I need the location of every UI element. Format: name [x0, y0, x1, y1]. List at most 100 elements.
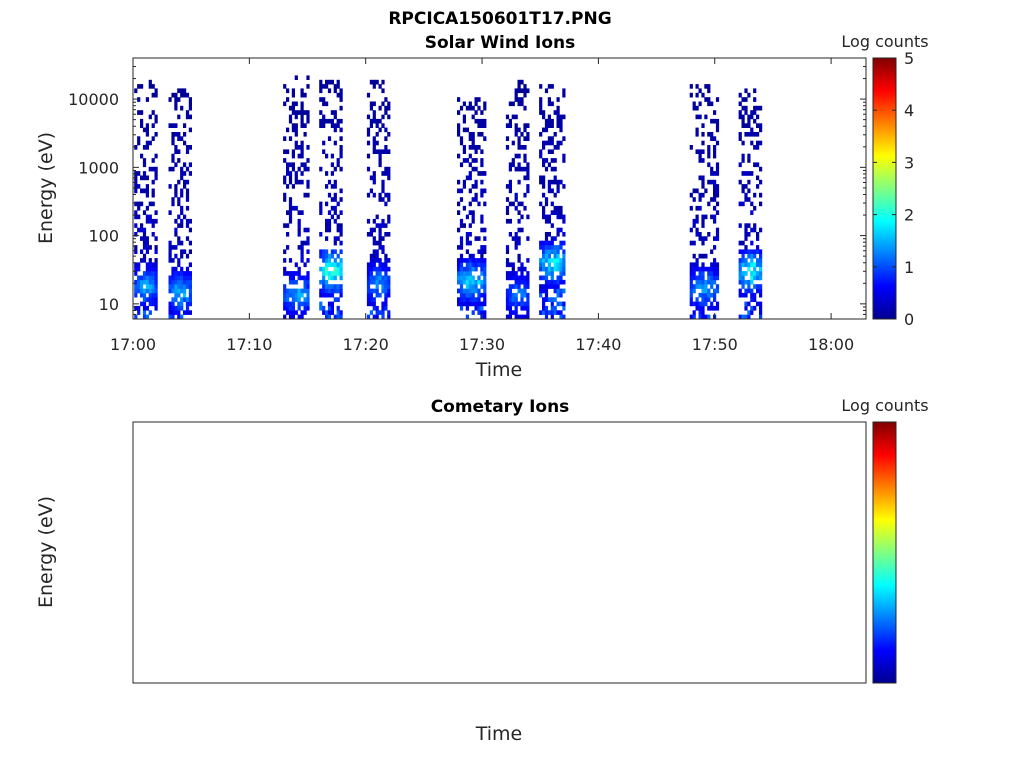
heatmap-cell: [713, 262, 717, 268]
heatmap-cell: [511, 292, 515, 298]
heatmap-cell: [148, 114, 152, 120]
heatmap-cell: [375, 79, 379, 85]
heatmap-cell: [168, 288, 172, 294]
heatmap-cell: [378, 266, 382, 272]
heatmap-cell: [148, 140, 152, 146]
heatmap-cell: [387, 132, 391, 137]
heatmap-cell: [753, 266, 757, 272]
heatmap-cell: [747, 253, 751, 259]
heatmap-cell: [462, 205, 466, 211]
heatmap-cell: [465, 279, 469, 285]
heatmap-cell: [303, 310, 307, 315]
heatmap-cell: [511, 201, 515, 207]
heatmap-cell: [514, 132, 518, 137]
heatmap-cell: [698, 197, 702, 202]
heatmap-cell: [544, 253, 549, 259]
heatmap-cell: [523, 266, 527, 272]
heatmap-cell: [384, 266, 388, 272]
heatmap-cell: [171, 310, 175, 315]
heatmap-cell: [553, 279, 557, 285]
heatmap-cell: [759, 284, 763, 289]
heatmap-cell: [713, 171, 717, 176]
heatmap-cell: [183, 297, 187, 302]
heatmap-cell: [183, 271, 187, 276]
heatmap-cell: [372, 79, 376, 85]
heatmap-cell: [542, 240, 546, 246]
heatmap-cell: [327, 218, 332, 224]
heatmap-cell: [387, 149, 391, 154]
heatmap-cell: [477, 97, 481, 102]
heatmap-cell: [474, 258, 478, 263]
heatmap-cell: [468, 210, 472, 215]
heatmap-cell: [511, 236, 515, 241]
heatmap-cell: [375, 214, 379, 220]
heatmap-cell: [333, 258, 337, 263]
heatmap-cell: [330, 162, 334, 168]
heatmap-cell: [483, 297, 487, 302]
heatmap-cell: [759, 140, 763, 146]
heatmap-cell: [300, 314, 304, 320]
heatmap-cell: [333, 179, 337, 185]
heatmap-cell: [369, 271, 373, 276]
heatmap-cell: [462, 118, 466, 124]
heatmap-cell: [465, 240, 469, 246]
heatmap-cell: [704, 284, 708, 289]
heatmap-cell: [339, 97, 343, 102]
heatmap-cell: [747, 232, 751, 237]
heatmap-cell: [559, 266, 563, 272]
heatmap-cell: [291, 162, 295, 168]
heatmap-cell: [562, 218, 566, 224]
heatmap-cell: [759, 166, 763, 172]
heatmap-cell: [692, 310, 696, 315]
heatmap-cell: [738, 240, 742, 246]
heatmap-cell: [695, 266, 699, 272]
heatmap-cell: [523, 84, 527, 89]
heatmap-cell: [300, 240, 304, 246]
heatmap-cell: [480, 110, 484, 115]
heatmap-cell: [701, 305, 705, 311]
heatmap-cell: [457, 262, 461, 268]
heatmap-cell: [366, 127, 371, 133]
heatmap-cell: [333, 184, 337, 189]
heatmap-cell: [369, 297, 373, 302]
heatmap-cell: [741, 284, 745, 289]
heatmap-cell: [325, 153, 329, 159]
heatmap-cell: [387, 232, 391, 237]
heatmap-cell: [539, 240, 543, 246]
heatmap-cell: [550, 310, 554, 315]
heatmap-cell: [692, 240, 696, 246]
heatmap-cell: [477, 171, 481, 176]
heatmap-cell: [151, 84, 155, 89]
heatmap-cell: [288, 114, 293, 120]
heatmap-cell: [151, 223, 155, 228]
heatmap-cell: [738, 262, 742, 268]
heatmap-cell: [375, 240, 379, 246]
heatmap-cell: [713, 136, 717, 141]
heatmap-cell: [698, 153, 702, 159]
heatmap-cell: [286, 297, 290, 302]
heatmap-cell: [701, 140, 705, 146]
heatmap-cell: [747, 171, 751, 176]
heatmap-cell: [322, 310, 326, 315]
heatmap-cell: [336, 236, 340, 241]
heatmap-cell: [375, 249, 379, 254]
heatmap-cell: [297, 288, 301, 294]
heatmap-cell: [339, 127, 343, 133]
heatmap-cell: [339, 284, 343, 289]
heatmap-cell: [517, 88, 521, 94]
heatmap-cell: [188, 275, 192, 281]
heatmap-cell: [303, 284, 307, 289]
heatmap-cell: [140, 84, 144, 89]
heatmap-cell: [283, 301, 287, 307]
heatmap-cell: [333, 275, 337, 281]
heatmap-cell: [185, 110, 190, 115]
heatmap-cell: [520, 201, 524, 207]
heatmap-cell: [387, 314, 391, 320]
heatmap-cell: [142, 171, 147, 176]
heatmap-cell: [544, 292, 549, 298]
heatmap-cell: [322, 275, 326, 281]
heatmap-cell: [142, 232, 147, 237]
heatmap-cell: [523, 166, 527, 172]
heatmap-cell: [517, 266, 521, 272]
